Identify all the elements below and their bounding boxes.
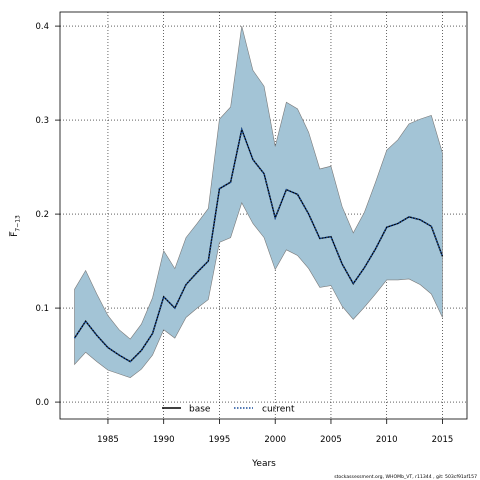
x-tick-label: 1990 [153,435,175,445]
x-tick-label: 2015 [432,435,454,445]
axis-ticks [55,25,443,424]
series-line-base [73,126,444,363]
plot-frame [59,11,468,420]
y-tick-label: 0.3 [35,116,49,126]
confidence-band [74,26,443,378]
legend: base current [162,405,295,415]
band-area [74,26,443,378]
legend-label-base: base [189,405,211,415]
legend-label-current: current [262,405,295,415]
tick-labels: 1985 1990 1995 2000 2005 2010 2015 0.0 0.1 0.2 0.3… [35,22,453,445]
x-axis-label: Years [251,459,276,469]
y-tick-label: 0.0 [35,398,49,408]
y-axis-label-subscript: 7−13 [15,215,22,232]
x-tick-label: 1985 [97,435,119,445]
y-tick-label: 0.1 [35,304,49,314]
x-tick-label: 2005 [320,435,342,445]
footer-note: stockassessment.org, WHOMb_VT, r11344 , … [334,474,477,480]
svg-text:F̅7−13: F̅7−13 [8,215,21,237]
series-lines [73,126,444,363]
x-tick-label: 2010 [376,435,398,445]
y-axis-label: F̅7−13 [8,215,21,237]
y-axis-label-main: F̅ [8,231,20,237]
x-tick-label: 1995 [209,435,231,445]
y-tick-label: 0.4 [35,22,49,32]
x-tick-label: 2000 [264,435,286,445]
y-tick-label: 0.2 [35,210,49,220]
